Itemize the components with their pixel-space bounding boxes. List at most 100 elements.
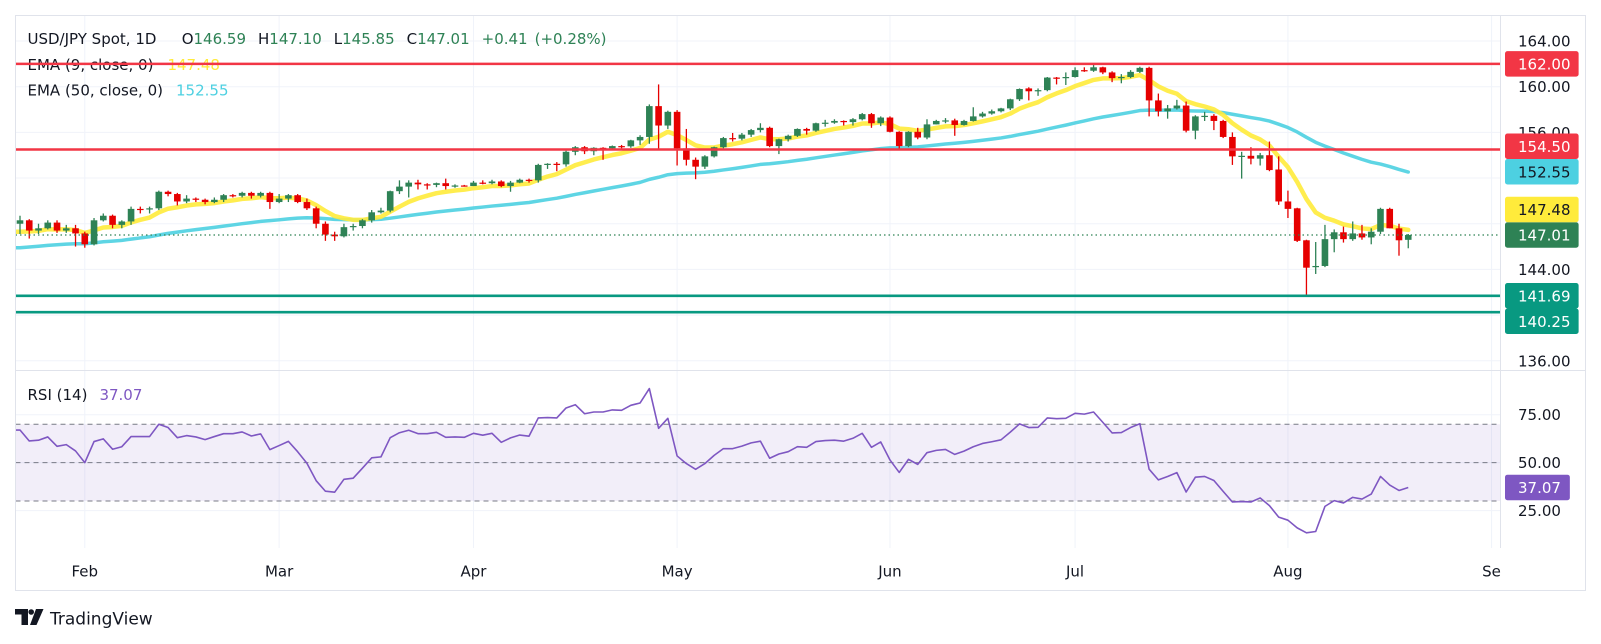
candle-down [1145, 66, 1153, 117]
candle-body [895, 131, 903, 147]
candle-up [1118, 74, 1125, 84]
rsi-label[interactable]: RSI (14) [28, 386, 88, 404]
level-badge: 140.25 [1505, 308, 1579, 335]
rsi-line[interactable] [16, 387, 1409, 534]
rsi-legend: RSI (14) 37.07 [28, 386, 143, 404]
candle-up [646, 104, 653, 144]
candle-body [710, 147, 718, 157]
tradingview-logo[interactable]: TradingView [15, 609, 153, 630]
candle-body [729, 138, 736, 140]
candle-down [423, 183, 431, 190]
candle-body [942, 120, 949, 122]
time-axis-label: Se [1482, 563, 1501, 581]
candle-up [285, 194, 292, 203]
candle-body [1275, 169, 1282, 202]
candle-body [1340, 232, 1347, 240]
candle-body [1155, 100, 1162, 112]
badge-background [1505, 196, 1579, 223]
candle-down [1386, 207, 1394, 229]
ema50-line[interactable] [16, 108, 1410, 250]
candle-up [377, 207, 385, 214]
candle-body [127, 208, 135, 222]
ema9-line[interactable] [16, 72, 1411, 236]
candle-down [322, 221, 329, 241]
rsi-plot [16, 387, 1500, 534]
candle-down [137, 206, 144, 214]
candle-up [90, 218, 98, 246]
candle-down [553, 162, 561, 172]
badge-background [1505, 308, 1579, 335]
candle-down [72, 224, 79, 247]
candle-body [1321, 239, 1329, 266]
candle-body [497, 181, 505, 187]
candle-down [1275, 156, 1282, 205]
candle-up [275, 194, 283, 204]
candle-body [979, 113, 986, 117]
candle-body [386, 191, 394, 211]
candle-body [516, 179, 524, 183]
candle-body [340, 227, 348, 237]
candle-down [201, 198, 209, 205]
candle-body [109, 215, 116, 225]
candle-body [1164, 108, 1171, 112]
candle-up [44, 220, 52, 230]
candle-up [636, 135, 644, 145]
candle-down [868, 112, 875, 128]
candle-body [618, 146, 625, 148]
badge-background [1505, 133, 1579, 160]
candle-down [248, 191, 255, 199]
candle-body [877, 117, 885, 124]
rsi-pane[interactable] [16, 371, 1500, 548]
candle-body [303, 202, 311, 209]
rsi-axis-label: 25.00 [1518, 502, 1561, 520]
chart-frame [15, 15, 1586, 591]
badge-label: 154.50 [1518, 138, 1571, 156]
candle-up [831, 119, 838, 124]
candle-down [1081, 67, 1088, 72]
candle-body [757, 127, 764, 131]
candle-body [923, 124, 931, 138]
candle-up [1256, 152, 1264, 166]
candle-down [192, 197, 200, 203]
legend-row-ohlc: O146.59 H147.10 L145.85 C147.01 +0.41 (+0.28%… [182, 30, 607, 48]
candle-up [1044, 77, 1051, 92]
symbol-title[interactable]: USD/JPY Spot, 1D [28, 30, 157, 48]
legend-row-rsi: RSI (14) 37.07 [28, 386, 143, 404]
candle-body [775, 139, 783, 147]
candle-body [646, 106, 653, 137]
candle-down [497, 180, 505, 188]
candle-down [673, 110, 681, 166]
candle-body [1081, 70, 1088, 72]
candle-body [1303, 240, 1310, 268]
candle-body [960, 120, 968, 125]
ema50-label[interactable]: EMA (50, close, 0) [28, 82, 164, 100]
candle-body [1006, 99, 1014, 109]
time-axis[interactable] [16, 549, 1500, 590]
candle-up [1173, 99, 1181, 110]
candle-body [488, 181, 496, 184]
candle-body [831, 120, 838, 123]
candle-up [1404, 234, 1412, 249]
candle-up [35, 223, 42, 235]
close-label: C [407, 30, 417, 48]
time-axis-label: Feb [72, 563, 99, 581]
candle-down [803, 127, 810, 135]
candle-body [905, 131, 912, 147]
change-value: +0.41 [482, 30, 528, 48]
candle-body [951, 120, 959, 125]
candle-body [1404, 235, 1412, 240]
candle-body [664, 111, 672, 126]
candle-down [1395, 223, 1403, 256]
candle-body [1044, 77, 1051, 91]
badge-label: 141.69 [1518, 287, 1571, 305]
candle-up [1034, 88, 1042, 96]
rsi-axis[interactable] [1501, 371, 1585, 548]
candle-body [1118, 77, 1125, 79]
candle-body [72, 228, 79, 234]
candle-up [1016, 88, 1023, 101]
candle-up [1090, 64, 1097, 72]
candle-down [53, 220, 61, 233]
candle-body [294, 195, 301, 203]
candle-down [1155, 93, 1162, 117]
candle-down [1025, 87, 1033, 101]
